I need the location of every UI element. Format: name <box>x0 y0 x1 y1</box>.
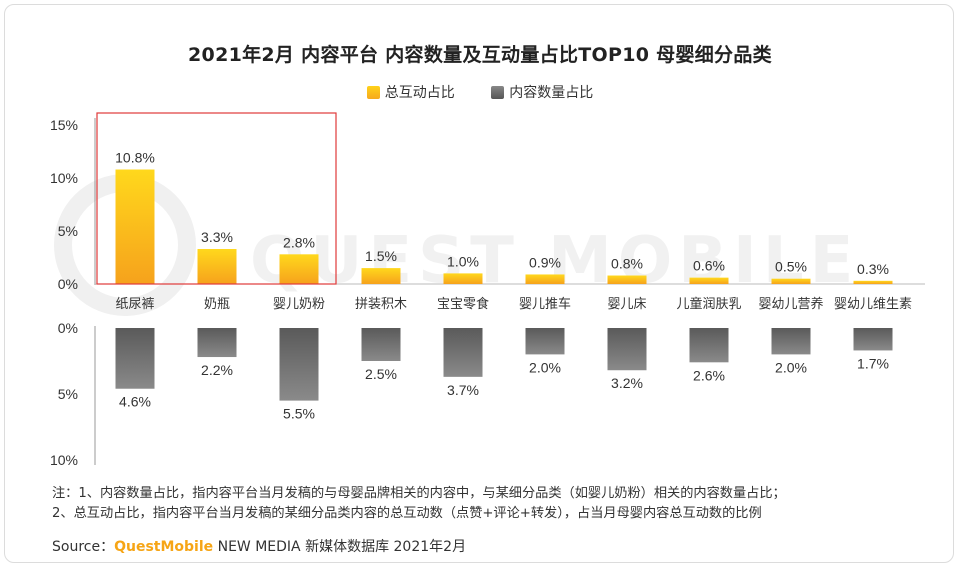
data-label-interaction: 1.5% <box>365 248 397 264</box>
bar-interaction <box>279 254 319 284</box>
axes: 0% 5% 10% 15% 0% 5% 10% <box>50 117 925 468</box>
bar-interaction <box>197 249 237 284</box>
legend-swatch-interaction <box>366 85 380 99</box>
source-line: Source：QuestMobile NEW MEDIA 新媒体数据库 2021… <box>52 536 466 556</box>
category-label: 宝宝零食 <box>437 296 489 312</box>
category-label: 儿童润肤乳 <box>676 296 741 312</box>
category-label: 纸尿裤 <box>115 297 154 312</box>
bar-content <box>525 328 565 355</box>
data-label-interaction: 0.9% <box>529 254 561 270</box>
legend-item-content: 内容数量占比 <box>491 82 593 102</box>
y-tick-bottom: 5% <box>58 386 78 402</box>
data-label-content: 2.0% <box>775 359 807 375</box>
bar-interaction <box>607 275 647 284</box>
bar-content <box>115 328 155 389</box>
data-label-interaction: 1.0% <box>447 253 479 269</box>
category-label: 奶瓶 <box>204 297 230 312</box>
data-label-content: 3.7% <box>447 382 479 398</box>
bar-content <box>361 328 401 361</box>
footnote-line-2: 2、总互动占比，指内容平台当月发稿的某细分品类内容的总互动数（点赞+评论+转发）… <box>52 505 762 521</box>
legend-item-interaction: 总互动占比 <box>366 82 455 102</box>
source-label: Source： <box>52 539 115 555</box>
category-label: 婴幼儿维生素 <box>834 297 912 312</box>
data-label-content: 2.5% <box>365 366 397 382</box>
bar-interaction <box>443 273 483 284</box>
legend-swatch-content <box>491 85 505 99</box>
bar-content <box>443 328 483 377</box>
legend-label-interaction: 总互动占比 <box>384 85 455 101</box>
bar-content <box>279 328 319 401</box>
bar-interaction <box>115 169 155 284</box>
data-label-content: 2.0% <box>529 359 561 375</box>
bar-content <box>689 328 729 363</box>
category-label: 婴儿推车 <box>519 296 571 312</box>
bar-interaction <box>525 274 565 284</box>
data-label-interaction: 3.3% <box>201 229 233 245</box>
y-tick-top: 5% <box>58 223 78 239</box>
data-label-content: 3.2% <box>611 375 643 391</box>
data-label-content: 2.6% <box>693 367 725 383</box>
data-label-interaction: 0.5% <box>775 259 807 275</box>
data-label-interaction: 2.8% <box>283 234 315 250</box>
highlight-box <box>96 112 337 285</box>
chart-frame <box>4 4 954 563</box>
data-label-content: 4.6% <box>119 394 151 410</box>
bar-content <box>853 328 893 351</box>
legend: 总互动占比 内容数量占比 <box>0 82 960 103</box>
watermark-text: QUEST MOBILE <box>250 224 859 298</box>
category-label: 拼装积木 <box>355 297 407 312</box>
data-label-content: 5.5% <box>283 406 315 422</box>
data-label-interaction: 0.6% <box>693 258 725 274</box>
legend-label-content: 内容数量占比 <box>509 85 594 101</box>
data-label-content: 1.7% <box>857 355 889 371</box>
chart-title: 2021年2月 内容平台 内容数量及互动量占比TOP10 母婴细分品类 <box>188 44 772 66</box>
y-tick-bottom: 0% <box>58 320 78 336</box>
y-tick-top: 0% <box>58 276 78 292</box>
bar-content <box>771 328 811 355</box>
bar-interaction <box>689 277 729 284</box>
bar-interaction <box>771 278 811 284</box>
footnote-line-1: 注：1、内容数量占比，指内容平台当月发稿的与母婴品牌相关的内容中，与某细分品类（… <box>52 486 786 501</box>
source-text: NEW MEDIA 新媒体数据库 2021年2月 <box>213 539 467 555</box>
data-label-interaction: 0.3% <box>857 261 889 277</box>
data-label-content: 2.2% <box>201 362 233 378</box>
y-tick-top: 10% <box>50 170 78 186</box>
footnotes: 注：1、内容数量占比，指内容平台当月发稿的与母婴品牌相关的内容中，与某细分品类（… <box>52 484 942 523</box>
category-label: 婴儿床 <box>607 297 646 312</box>
chart-marks: 10.8% 纸尿裤 4.6% 3.3% 奶瓶 2.2% 2.8% 婴儿奶粉 5.5% 1.5% 拼装… <box>96 112 912 422</box>
bar-interaction <box>853 280 893 284</box>
y-tick-bottom: 10% <box>50 452 78 468</box>
bar-content <box>607 328 647 371</box>
category-label: 婴幼儿营养 <box>758 296 823 312</box>
watermark: QUEST MOBILE <box>54 174 859 316</box>
y-tick-top: 15% <box>50 117 78 133</box>
bar-interaction <box>361 268 401 284</box>
data-label-interaction: 10.8% <box>115 150 155 166</box>
data-label-interaction: 0.8% <box>611 256 643 272</box>
source-brand: QuestMobile <box>114 539 214 555</box>
bar-content <box>197 328 237 358</box>
category-label: 婴儿奶粉 <box>273 297 325 312</box>
